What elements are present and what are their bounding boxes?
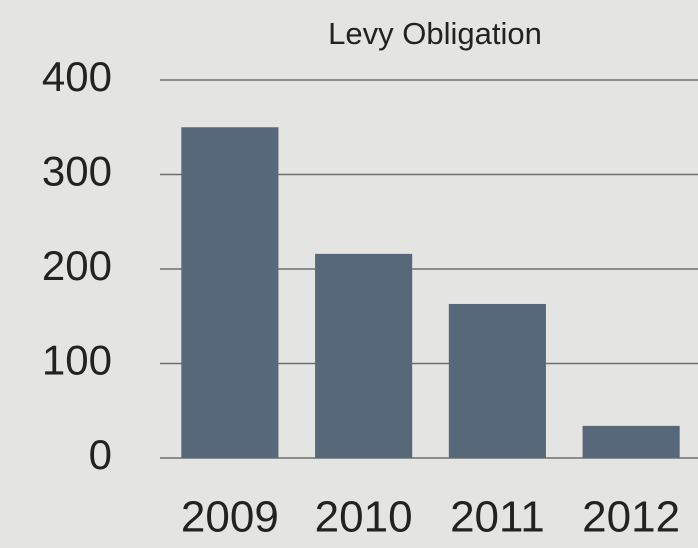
y-tick-label: 0 [89,431,112,478]
bar [315,253,413,458]
y-tick-label: 100 [42,337,112,384]
x-tick-label: 2012 [582,493,680,542]
bar [181,127,279,458]
y-tick-label: 300 [42,148,112,195]
x-tick-label: 2010 [315,493,413,542]
x-tick-label: 2009 [181,493,279,542]
x-tick-label: 2011 [450,493,545,542]
y-tick-label: 200 [42,242,112,289]
y-tick-label: 400 [42,53,112,100]
chart-title: Levy Obligation [328,16,542,51]
bar [448,303,546,458]
bar [582,425,680,458]
